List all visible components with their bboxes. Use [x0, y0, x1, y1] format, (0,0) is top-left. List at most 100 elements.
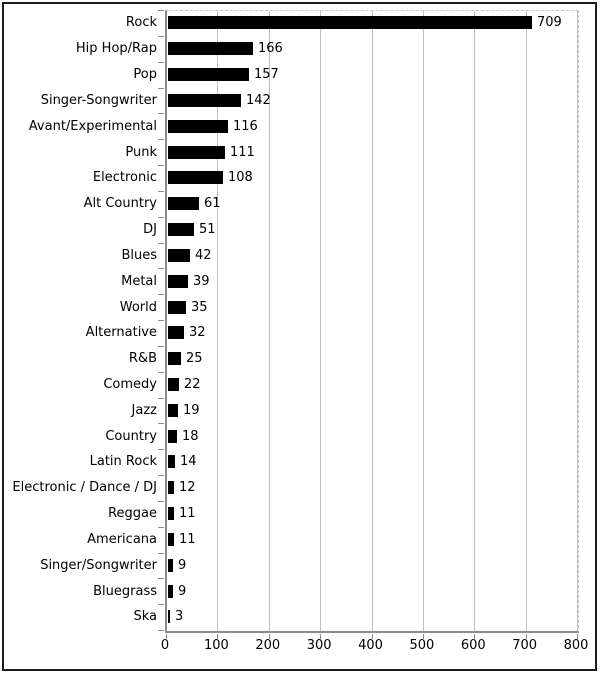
- bar-rows: Rock 709 Hip Hop/Rap 166 Pop 157 Singer-Songwr…: [0, 10, 600, 630]
- category-label: Avant/Experimental: [28, 118, 157, 134]
- category-label: Reggae: [108, 506, 157, 522]
- category-label: Americana: [87, 531, 157, 547]
- value-label: 12: [179, 480, 196, 496]
- value-label: 25: [186, 351, 203, 367]
- value-label: 22: [184, 377, 201, 392]
- gridline: [525, 11, 527, 631]
- chart-row: Reggae 11: [0, 501, 600, 527]
- category-label: Comedy: [103, 377, 157, 392]
- value-label: 35: [191, 299, 208, 315]
- y-axis-tick: [158, 35, 164, 37]
- bar: [168, 119, 228, 133]
- y-axis-tick: [158, 242, 164, 244]
- bar: [168, 16, 532, 30]
- y-axis-tick: [158, 61, 164, 63]
- category-label: Singer/Songwriter: [40, 557, 157, 573]
- bar: [168, 274, 188, 288]
- bar: [168, 300, 186, 314]
- chart-row: Pop 157: [0, 62, 600, 88]
- x-axis-labels: 0 100 200 300 400 500 600 700 800: [161, 638, 589, 658]
- category-label: Blues: [121, 247, 157, 263]
- bar: [168, 455, 175, 469]
- value-label: 9: [178, 557, 187, 573]
- chart-row: Punk 111: [0, 139, 600, 165]
- category-label: Alt Country: [83, 196, 157, 212]
- value-label: 61: [204, 196, 221, 212]
- category-label: Hip Hop/Rap: [75, 41, 157, 57]
- category-label: Singer-Songwriter: [40, 92, 157, 108]
- y-axis-tick: [158, 165, 164, 166]
- y-axis-tick: [158, 475, 164, 476]
- chart-row: Singer/Songwriter 9: [0, 552, 600, 578]
- x-axis-tick-label: 500: [409, 638, 435, 653]
- value-label: 108: [228, 170, 253, 186]
- x-axis-tick: [577, 634, 578, 639]
- y-axis-tick: [158, 397, 164, 399]
- chart-row: Ska 3: [0, 604, 600, 630]
- bar: [168, 481, 174, 495]
- chart-row: Avant/Experimental 116: [0, 113, 600, 139]
- value-label: 32: [189, 325, 206, 341]
- y-axis-tick: [158, 449, 164, 451]
- bar: [168, 68, 249, 82]
- x-axis-tick-label: 600: [460, 638, 486, 653]
- category-label: Pop: [133, 67, 157, 83]
- bar: [168, 171, 223, 185]
- bar: [168, 197, 199, 211]
- y-axis-tick: [158, 10, 164, 11]
- value-label: 19: [183, 402, 200, 418]
- bar: [168, 584, 173, 598]
- y-axis-tick: [158, 87, 164, 89]
- value-label: 157: [254, 67, 279, 83]
- bar: [168, 248, 190, 262]
- category-label: DJ: [143, 222, 157, 238]
- gridline: [577, 11, 578, 631]
- category-label: Latin Rock: [89, 454, 157, 470]
- value-label: 111: [230, 144, 255, 160]
- category-label: Country: [105, 428, 157, 444]
- bar: [168, 378, 179, 391]
- gridline: [217, 11, 219, 631]
- chart-row: Country 18: [0, 423, 600, 449]
- category-label: Bluegrass: [93, 583, 157, 599]
- category-label: Electronic: [92, 170, 157, 186]
- x-axis-tick-label: 200: [255, 638, 281, 653]
- x-axis-tick-label: 400: [358, 638, 383, 653]
- chart-row: Alternative 32: [0, 320, 600, 346]
- value-label: 9: [178, 583, 187, 599]
- category-label: Punk: [125, 144, 157, 160]
- value-label: 142: [246, 92, 271, 108]
- chart-row: Latin Rock 14: [0, 449, 600, 475]
- value-label: 14: [180, 454, 197, 470]
- chart-row: Hip Hop/Rap 166: [0, 36, 600, 62]
- x-axis-tick: [217, 634, 219, 639]
- x-axis-tick: [474, 634, 476, 639]
- x-axis-tick: [268, 634, 270, 639]
- bar: [168, 145, 225, 159]
- y-axis-tick: [158, 552, 164, 554]
- x-axis-tick-label: 100: [203, 638, 229, 653]
- x-axis-tick-label: 700: [512, 638, 538, 653]
- gridline: [320, 11, 322, 631]
- value-label: 39: [193, 273, 210, 289]
- y-axis-tick: [158, 371, 164, 373]
- chart-row: Electronic / Dance / DJ 12: [0, 475, 600, 501]
- x-axis-tick-label: 300: [306, 638, 332, 653]
- value-label: 116: [233, 118, 258, 134]
- chart-row: Electronic 108: [0, 165, 600, 191]
- value-label: 709: [537, 15, 562, 31]
- chart-row: Alt Country 61: [0, 191, 600, 217]
- y-axis-tick: [158, 320, 164, 321]
- chart-row: Singer-Songwriter 142: [0, 87, 600, 113]
- x-axis-tick: [422, 634, 424, 639]
- x-axis-tick-label: 800: [563, 638, 589, 653]
- category-label: Metal: [121, 273, 157, 289]
- y-axis-tick: [158, 578, 164, 580]
- bar: [168, 429, 177, 443]
- value-label: 11: [179, 506, 196, 522]
- gridline: [474, 11, 476, 631]
- value-label: 3: [175, 609, 184, 625]
- value-label: 51: [199, 222, 216, 238]
- y-axis-tick: [158, 190, 164, 192]
